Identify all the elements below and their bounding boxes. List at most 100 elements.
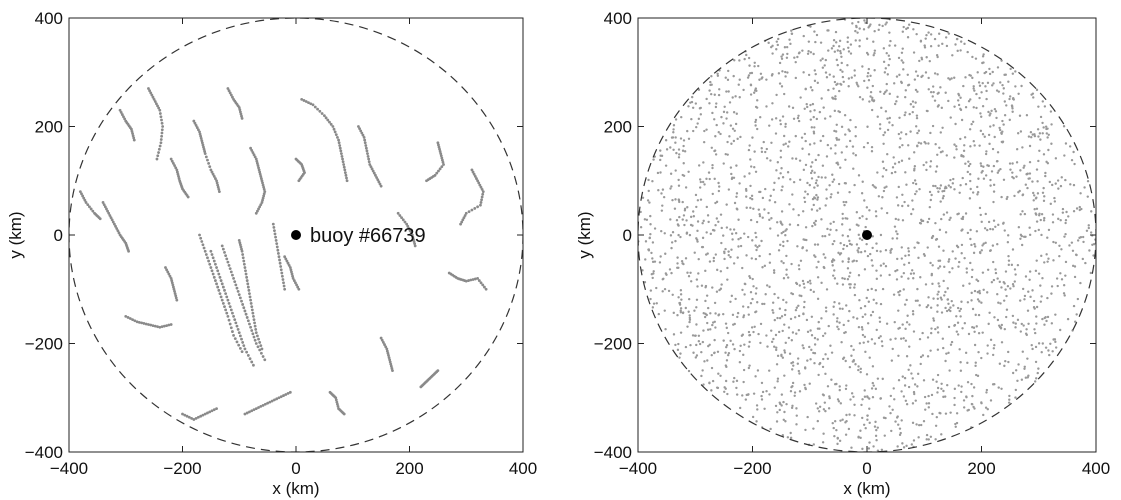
- scatter-point: [831, 47, 833, 49]
- scatter-point: [911, 443, 913, 445]
- scatter-point: [1048, 134, 1050, 136]
- scatter-point: [735, 232, 737, 234]
- scatter-point: [1045, 125, 1047, 127]
- trajectory-point: [257, 345, 260, 348]
- scatter-point: [1009, 95, 1011, 97]
- scatter-point: [695, 344, 697, 346]
- scatter-point: [1004, 328, 1006, 330]
- scatter-point: [644, 258, 646, 260]
- trajectory-point: [160, 138, 163, 141]
- trajectory-point: [282, 281, 285, 284]
- scatter-point: [828, 234, 830, 236]
- scatter-point: [815, 194, 817, 196]
- scatter-point: [826, 228, 828, 230]
- scatter-point: [695, 206, 697, 208]
- scatter-point: [1060, 219, 1062, 221]
- scatter-point: [711, 167, 713, 169]
- scatter-point: [804, 190, 806, 192]
- scatter-point: [782, 176, 784, 178]
- scatter-point: [899, 327, 901, 329]
- scatter-point: [751, 136, 753, 138]
- trajectory-point: [366, 150, 369, 153]
- scatter-point: [965, 183, 967, 185]
- scatter-point: [912, 182, 914, 184]
- scatter-point: [856, 31, 858, 33]
- scatter-point: [962, 177, 964, 179]
- scatter-point: [811, 89, 813, 91]
- scatter-point: [930, 160, 932, 162]
- scatter-point: [942, 390, 944, 392]
- trajectory-point: [227, 261, 230, 264]
- scatter-point: [822, 393, 824, 395]
- scatter-point: [757, 369, 759, 371]
- scatter-point: [795, 333, 797, 335]
- trajectory-point: [241, 341, 244, 344]
- scatter-point: [852, 349, 854, 351]
- trajectory-point: [229, 267, 232, 270]
- scatter-point: [963, 406, 965, 408]
- scatter-point: [928, 402, 930, 404]
- scatter-point: [752, 208, 754, 210]
- scatter-point: [713, 339, 715, 341]
- scatter-point: [802, 347, 804, 349]
- scatter-point: [977, 178, 979, 180]
- scatter-point: [750, 302, 752, 304]
- scatter-point: [903, 395, 905, 397]
- scatter-point: [816, 209, 818, 211]
- scatter-point: [872, 85, 874, 87]
- scatter-point: [693, 310, 695, 312]
- scatter-point: [848, 257, 850, 259]
- scatter-point: [772, 302, 774, 304]
- scatter-point: [784, 75, 786, 77]
- trajectory-point: [240, 338, 243, 341]
- scatter-point: [937, 45, 939, 47]
- scatter-point: [884, 417, 886, 419]
- scatter-point: [929, 60, 931, 62]
- scatter-point: [1074, 265, 1076, 267]
- scatter-point: [812, 53, 814, 55]
- scatter-point: [945, 231, 947, 233]
- scatter-point: [986, 164, 988, 166]
- scatter-point: [685, 186, 687, 188]
- scatter-point: [892, 156, 894, 158]
- scatter-point: [650, 289, 652, 291]
- scatter-point: [979, 207, 981, 209]
- scatter-point: [915, 190, 917, 192]
- trajectory-point: [262, 355, 265, 358]
- scatter-point: [982, 289, 984, 291]
- scatter-point: [1006, 309, 1008, 311]
- scatter-point: [762, 391, 764, 393]
- scatter-point: [859, 237, 861, 239]
- scatter-point: [985, 150, 987, 152]
- scatter-point: [942, 280, 944, 282]
- scatter-point: [781, 223, 783, 225]
- scatter-point: [926, 438, 928, 440]
- scatter-point: [835, 84, 837, 86]
- trajectory-point: [218, 190, 221, 193]
- scatter-point: [1017, 132, 1019, 134]
- scatter-point: [916, 385, 918, 387]
- scatter-point: [659, 171, 661, 173]
- scatter-point: [858, 247, 860, 249]
- scatter-point: [803, 286, 805, 288]
- scatter-point: [866, 87, 868, 89]
- scatter-point: [1071, 241, 1073, 243]
- scatter-point: [755, 119, 757, 121]
- scatter-point: [688, 370, 690, 372]
- scatter-point: [679, 352, 681, 354]
- scatter-point: [1044, 105, 1046, 107]
- scatter-point: [817, 196, 819, 198]
- scatter-point: [858, 326, 860, 328]
- trajectory-point: [229, 323, 232, 326]
- scatter-point: [705, 128, 707, 130]
- scatter-point: [950, 186, 952, 188]
- scatter-point: [652, 306, 654, 308]
- scatter-point: [726, 359, 728, 361]
- scatter-point: [751, 257, 753, 259]
- scatter-point: [904, 328, 906, 330]
- scatter-point: [756, 221, 758, 223]
- trajectory-point: [215, 407, 218, 410]
- scatter-point: [908, 84, 910, 86]
- scatter-point: [1036, 259, 1038, 261]
- scatter-point: [935, 170, 937, 172]
